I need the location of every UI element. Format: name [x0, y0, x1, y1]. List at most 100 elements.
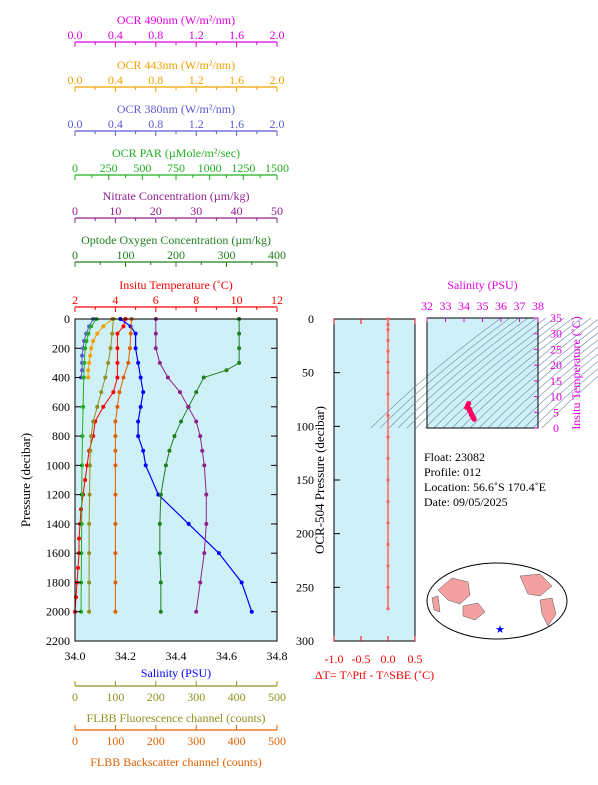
- data-point: [87, 580, 92, 585]
- data-point: [87, 492, 92, 497]
- pressure-tick-label: 200: [296, 527, 314, 541]
- delta-t-point: [386, 338, 390, 343]
- pressure-tick-label: 1800: [46, 575, 70, 589]
- data-point: [103, 375, 108, 380]
- data-point: [79, 551, 84, 556]
- data-point: [136, 360, 141, 365]
- density-contour: [379, 317, 511, 429]
- delta-t-point: [386, 317, 390, 321]
- pressure-tick-label: 0: [64, 312, 70, 326]
- axis-label: Salinity (PSU): [141, 666, 211, 680]
- data-point: [179, 419, 184, 424]
- data-point: [113, 448, 118, 453]
- float-location-marker: ★: [495, 624, 505, 636]
- data-point: [204, 492, 209, 497]
- ts-x-tick-label: 35: [477, 299, 489, 313]
- data-point: [101, 404, 106, 409]
- data-point: [198, 580, 203, 585]
- series-line: [74, 318, 126, 612]
- series-optode-oxygen-concentration: [157, 317, 242, 614]
- tick-label: 4: [112, 293, 118, 307]
- series-ocr-443nm: [86, 317, 115, 380]
- location: Location: 56.6˚S 170.4˚E: [424, 480, 546, 494]
- main-plot-frame: 0 200 400 600 800 1000 1200 1400 1600 1800 2000 220…: [46, 312, 278, 648]
- data-point: [113, 521, 118, 526]
- axis-label: Nitrate Concentration (µm/kg): [103, 189, 250, 203]
- tick-label: 100: [106, 734, 124, 748]
- density-contour: [496, 339, 598, 429]
- tick-label: 400: [228, 690, 246, 704]
- bottom-axis-salinity: 34.0 34.2 34.4 34.6 34.8 Salinity (PSU): [65, 649, 288, 680]
- tick-label: 10: [109, 204, 121, 218]
- data-point: [121, 324, 126, 329]
- series-line: [114, 318, 133, 612]
- data-point: [200, 448, 205, 453]
- tick-label: 0.0: [68, 73, 83, 87]
- series-ocr-par: [79, 317, 99, 614]
- density-contour: [451, 317, 583, 429]
- pressure-tick-label: 400: [52, 371, 70, 385]
- data-point: [108, 346, 113, 351]
- tick-label: 1.6: [229, 117, 244, 131]
- data-point: [81, 375, 86, 380]
- data-point: [249, 609, 254, 614]
- tick-label: 500: [268, 734, 286, 748]
- data-point: [172, 434, 177, 439]
- data-point: [89, 346, 94, 351]
- tick-label: 8: [193, 293, 199, 307]
- data-point: [202, 463, 207, 468]
- tick-label: 500: [133, 161, 151, 175]
- data-point: [88, 353, 93, 358]
- data-point: [194, 609, 199, 614]
- delta-t-point: [386, 414, 390, 418]
- ts-y-tick-label: 20: [550, 358, 562, 372]
- tick-label: 1.6: [229, 73, 244, 87]
- ts-x-tick-label: 37: [514, 299, 526, 313]
- pressure-tick-label: 1000: [46, 458, 70, 472]
- x-tick-label: 0.0: [381, 652, 396, 666]
- tick-label: 300: [187, 690, 205, 704]
- data-point: [216, 551, 221, 556]
- data-point: [95, 404, 100, 409]
- data-point: [126, 360, 131, 365]
- data-point: [115, 360, 120, 365]
- data-point: [204, 521, 209, 526]
- pressure-tick-label: 600: [52, 400, 70, 414]
- bottom-axis-backscatter: 0 100 200 300 400 500 FLBB Backscatter channel…: [72, 725, 286, 769]
- data-point: [79, 492, 84, 497]
- data-point: [237, 346, 242, 351]
- data-point: [136, 419, 141, 424]
- ts-y-axis-label: Insitu Temperature (˚C): [569, 316, 583, 430]
- ts-y-tick-label: 10: [550, 390, 562, 404]
- data-point: [157, 360, 162, 365]
- tick-label: 0: [72, 161, 78, 175]
- data-point: [106, 360, 111, 365]
- data-point: [136, 434, 141, 439]
- data-point: [121, 375, 126, 380]
- data-point: [86, 375, 91, 380]
- world-map: ★: [426, 562, 568, 640]
- data-point: [143, 463, 148, 468]
- data-point: [133, 331, 138, 336]
- pressure-tick-label: 0: [308, 312, 314, 326]
- data-point: [138, 404, 143, 409]
- delta-t-point: [386, 371, 390, 375]
- data-point: [133, 346, 138, 351]
- ts-x-axis-label: Salinity (PSU): [447, 278, 517, 292]
- data-point: [224, 368, 229, 373]
- data-point: [80, 353, 85, 358]
- land-asia: [437, 577, 471, 605]
- data-point: [153, 346, 158, 351]
- tick-label: 10: [231, 293, 243, 307]
- delta-t-point: [386, 328, 390, 332]
- density-contour: [505, 346, 598, 429]
- data-point: [115, 375, 120, 380]
- data-point: [79, 580, 84, 585]
- axis-label: OCR 443nm (W/m²/nm): [117, 58, 235, 72]
- data-point: [113, 463, 118, 468]
- data-point: [158, 609, 163, 614]
- density-contour: [514, 353, 598, 429]
- tick-label: 200: [167, 248, 185, 262]
